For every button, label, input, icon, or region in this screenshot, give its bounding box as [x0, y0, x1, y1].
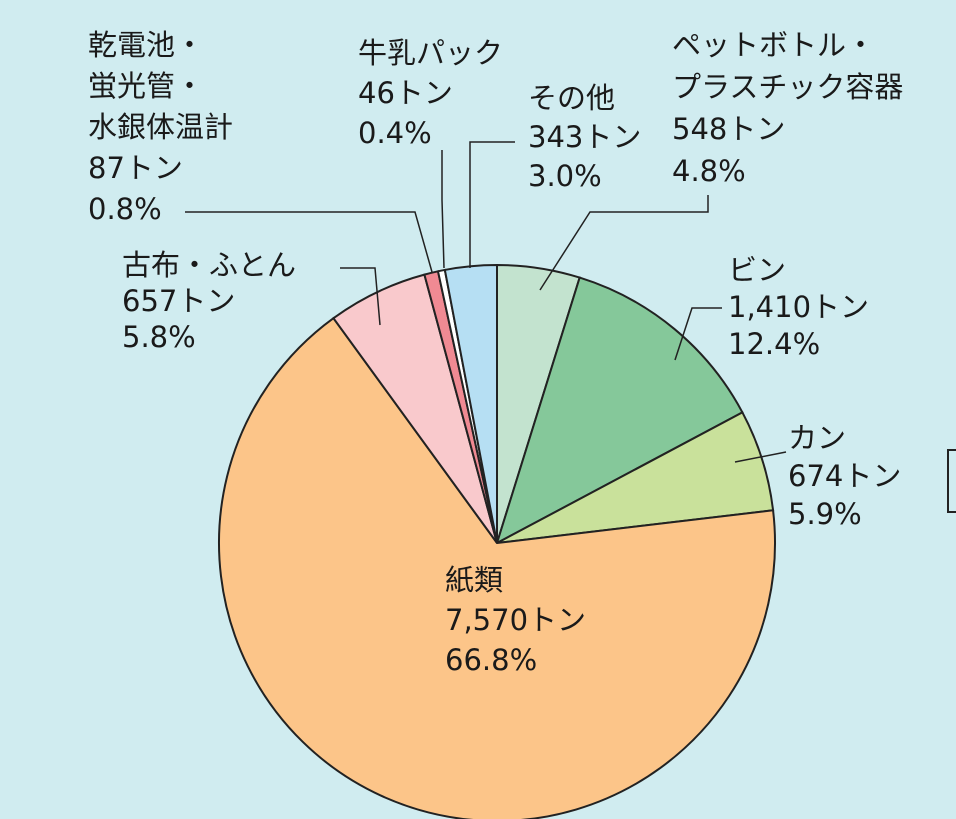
leader-line — [185, 211, 433, 273]
pie-slice — [495, 276, 744, 546]
slice-label: 紙類 — [445, 563, 503, 597]
percent-label: 0.8% — [88, 192, 162, 226]
percent-label: 5.8% — [122, 320, 196, 354]
tons-label: 7,570トン — [445, 603, 586, 637]
leader-line — [539, 195, 709, 291]
percent-label: 0.4% — [358, 116, 432, 150]
pie-slice — [218, 316, 776, 819]
leader-line — [340, 267, 381, 326]
leader-line — [469, 141, 515, 268]
slice-label: カン — [788, 421, 846, 455]
leader-line — [734, 451, 787, 463]
tons-label: 343トン — [528, 120, 641, 154]
frame-edge — [947, 449, 956, 513]
leader-line — [441, 150, 445, 269]
pie-slice — [443, 263, 498, 544]
percent-label: 5.9% — [788, 497, 862, 531]
slice-label: その他 — [528, 81, 615, 115]
slice-label: 乾電池・ — [88, 28, 204, 62]
tons-label: 674トン — [788, 459, 901, 493]
percent-label: 4.8% — [672, 154, 746, 188]
slice-label: 水銀体温計 — [88, 110, 233, 144]
slice-label: ペットボトル・ — [672, 28, 875, 62]
leader-line — [674, 307, 722, 361]
percent-label: 3.0% — [528, 159, 602, 193]
tons-label: 87トン — [88, 151, 183, 185]
slice-label: 蛍光管・ — [88, 69, 204, 103]
percent-label: 66.8% — [445, 643, 537, 677]
slice-label: 牛乳パック — [358, 36, 503, 70]
tons-label: 548トン — [672, 112, 785, 146]
slice-label: ビン — [728, 253, 786, 287]
percent-label: 12.4% — [728, 327, 820, 361]
slice-label: プラスチック容器 — [672, 70, 903, 104]
tons-label: 46トン — [358, 76, 453, 110]
tons-label: 1,410トン — [728, 290, 869, 324]
tons-label: 657トン — [122, 284, 235, 318]
slice-label: 古布・ふとん — [122, 248, 296, 282]
